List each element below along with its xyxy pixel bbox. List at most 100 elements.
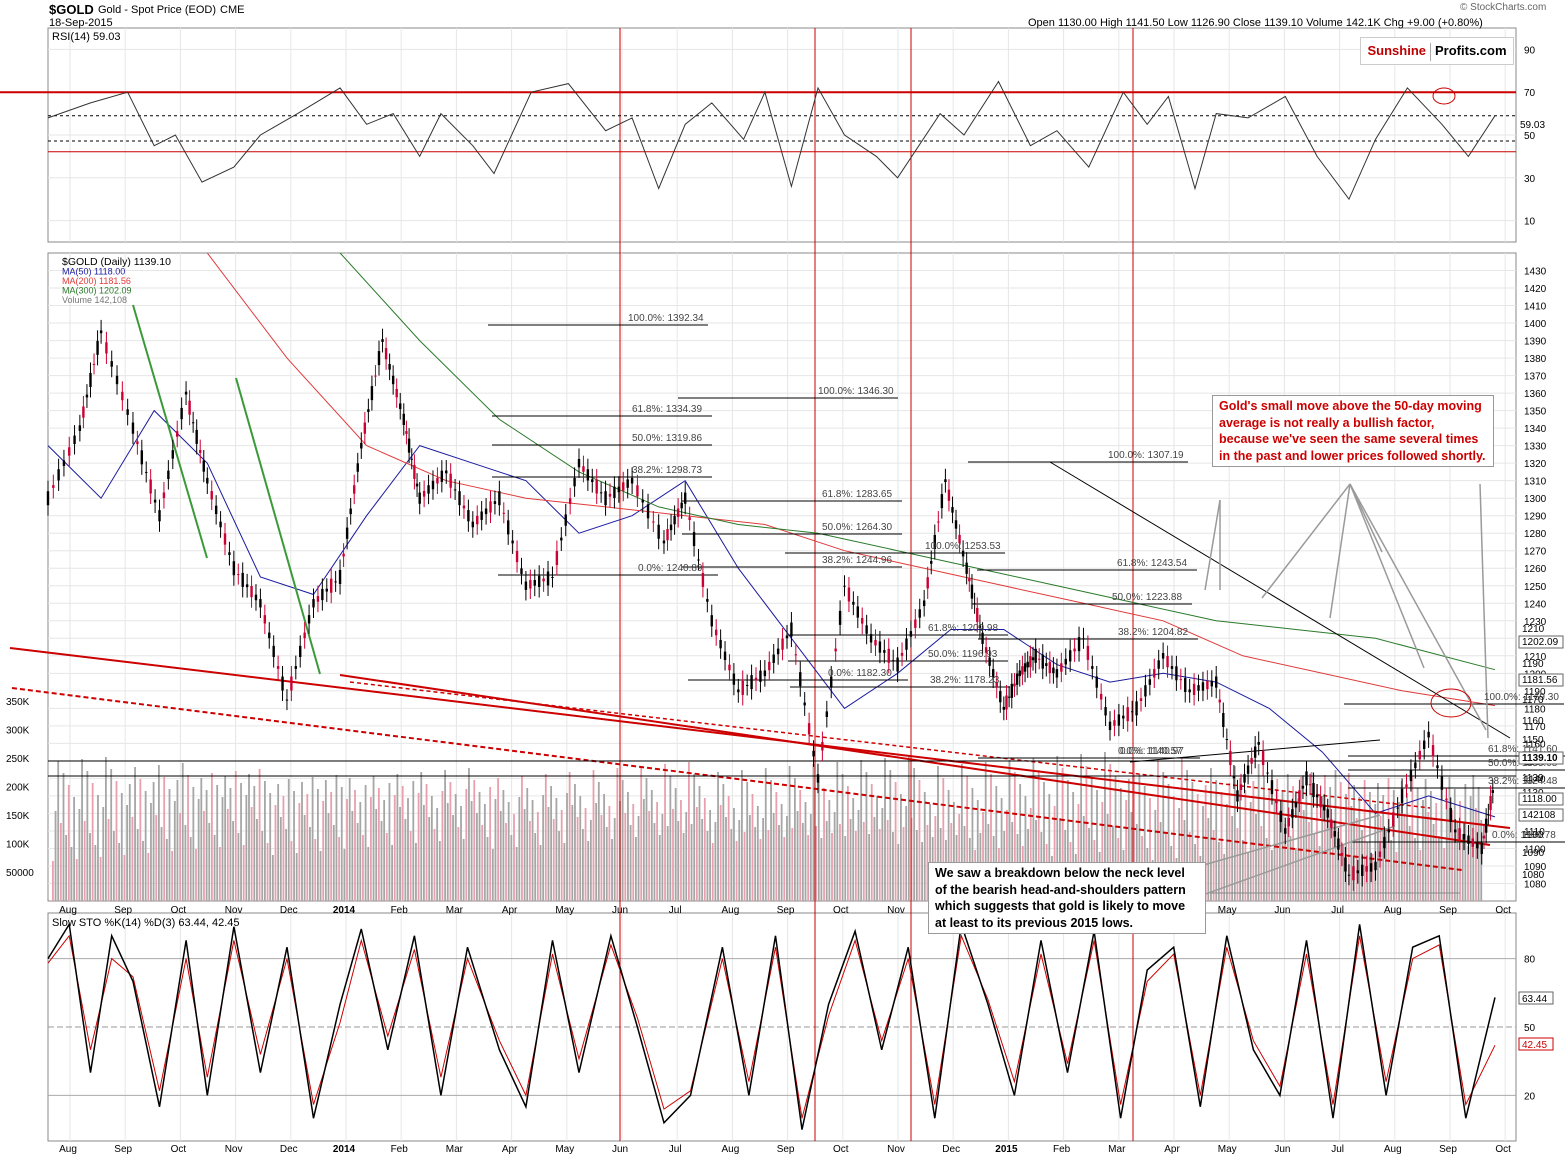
candle-body	[458, 491, 461, 506]
volume-bar	[203, 811, 205, 901]
volume-bar	[844, 836, 847, 901]
candle-body	[937, 521, 940, 523]
volume-bar	[900, 794, 902, 901]
annotation-head-and-shoulders: We saw a breakdown below the neck level …	[928, 862, 1206, 934]
rsi-tick-30: 30	[1524, 174, 1536, 185]
volume-bar	[854, 831, 857, 901]
price-tick-1400: 1400	[1524, 319, 1547, 330]
candle-body	[887, 648, 890, 663]
volume-bar	[266, 843, 269, 901]
volume-bar	[319, 851, 322, 901]
volume-bar	[907, 756, 910, 901]
candle-body	[852, 601, 855, 605]
candle-body	[325, 588, 328, 592]
volume-bar	[756, 806, 759, 901]
candle-body	[1261, 750, 1265, 765]
volume-bar	[886, 820, 889, 901]
candle-body	[68, 447, 71, 456]
volume-bar	[613, 818, 616, 901]
volume-bar	[571, 805, 574, 901]
volume-bar	[1342, 844, 1345, 901]
candle-body	[149, 479, 152, 494]
volume-bar	[494, 799, 497, 901]
candle-body	[202, 460, 205, 472]
x-label-6: Feb	[391, 905, 409, 916]
volume-bar	[351, 811, 354, 901]
price-tick-1340: 1340	[1524, 424, 1547, 435]
volume-bar	[1183, 820, 1186, 901]
volume-bar	[277, 784, 280, 901]
candle-body	[595, 479, 598, 494]
volume-bar	[409, 831, 412, 901]
price-tick-1140: 1140	[1524, 774, 1546, 785]
volume-bar	[1347, 773, 1350, 901]
candle-body	[1405, 784, 1408, 788]
candle-body	[210, 491, 213, 500]
annotation-pointer	[1349, 483, 1487, 731]
candle-body	[232, 561, 236, 576]
candle-body	[646, 504, 650, 519]
candle-body	[162, 492, 166, 499]
volume-bar	[1345, 794, 1347, 901]
volume-bar	[544, 774, 547, 901]
volume-bar	[841, 774, 844, 901]
volume-bar	[1180, 758, 1183, 901]
volume-bar	[794, 778, 796, 901]
volume-bar	[693, 774, 696, 901]
volume-bar	[876, 796, 878, 901]
volume-bar	[287, 779, 290, 901]
volume-bar	[1149, 798, 1151, 901]
price-tick-1110: 1110	[1524, 827, 1545, 838]
candle-body	[922, 600, 926, 607]
x-label-24: Aug	[1384, 905, 1402, 916]
volume-bar	[563, 843, 566, 901]
candle-body	[745, 685, 749, 686]
volume-bar	[224, 776, 227, 901]
x-label-bottom-19: Mar	[1108, 1144, 1126, 1155]
candle-body	[869, 634, 873, 643]
candle-body	[524, 581, 528, 590]
candle-body	[1077, 637, 1081, 652]
volume-bar	[248, 774, 250, 901]
volume-bar	[735, 841, 738, 901]
volume-bar	[547, 807, 550, 901]
x-label-bottom-2: Oct	[171, 1144, 187, 1155]
volume-bar	[582, 829, 584, 901]
candle-body	[807, 723, 811, 735]
candle-body	[1091, 666, 1094, 669]
candle-body	[719, 639, 722, 649]
volume-bar	[661, 814, 664, 901]
candle-body	[237, 574, 240, 576]
volume-bar	[102, 807, 105, 901]
candle-body	[930, 561, 933, 564]
candle-body	[1243, 774, 1246, 783]
candle-body	[981, 632, 984, 644]
candle-body	[1113, 720, 1116, 726]
volume-bar	[865, 772, 868, 901]
candle-body	[1099, 693, 1103, 700]
candle-body	[342, 553, 345, 557]
candle-body	[176, 431, 179, 437]
price-tick-1230: 1230	[1524, 617, 1547, 628]
candle-body	[1166, 656, 1169, 668]
volume-bar	[483, 804, 486, 901]
candle-body	[1060, 663, 1063, 672]
candle-body	[338, 569, 342, 585]
volume-bar	[934, 816, 937, 901]
volume-bar	[65, 835, 68, 901]
candle-body	[984, 647, 988, 653]
volume-bar	[703, 798, 706, 901]
price-tick-1100: 1100	[1524, 844, 1546, 855]
volume-bar	[1406, 793, 1408, 901]
volume-bar	[1218, 842, 1220, 901]
candle-body	[776, 648, 780, 655]
volume-bar	[783, 837, 786, 901]
volume-bar	[1422, 800, 1424, 901]
right-label-6: 1150	[1522, 735, 1544, 746]
candle-body	[1392, 812, 1395, 827]
volume-bar	[1247, 852, 1249, 901]
volume-bar	[1106, 814, 1109, 901]
candle-body	[307, 615, 311, 624]
sto-d-box	[1518, 1037, 1554, 1051]
candle-body	[914, 619, 917, 628]
